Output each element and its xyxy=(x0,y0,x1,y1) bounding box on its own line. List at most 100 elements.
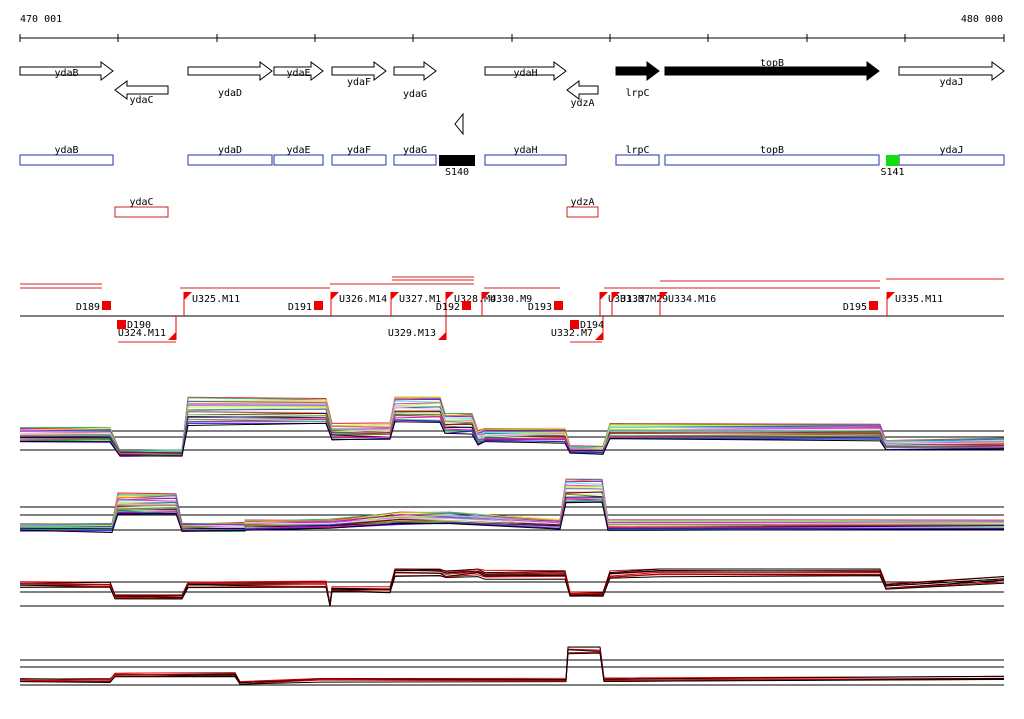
feature-S141: S141 xyxy=(880,155,905,178)
marker-label: U329.M13 xyxy=(388,328,436,339)
gene-label: ydaH xyxy=(513,68,537,79)
segment-box xyxy=(664,154,880,166)
marker-D190: D190 xyxy=(117,320,151,331)
axis-ticks xyxy=(19,34,1005,42)
marker-flag xyxy=(482,292,490,300)
feature-label: S140 xyxy=(445,167,469,178)
marker-label: U334.M16 xyxy=(668,294,716,305)
gene-ydzA: ydzA xyxy=(566,80,599,109)
gene-label: ydzA xyxy=(570,98,594,109)
gene-label: ydaJ xyxy=(939,77,963,88)
marker-U333.M29: U333.M29 xyxy=(611,292,668,316)
gene-ydaC: ydaC xyxy=(114,80,169,106)
gene-track: ydaB ydaC ydaD ydaE ydaF ydaG ydaH ydzA lrpC topB… xyxy=(19,58,1005,109)
marker-D189: D189 xyxy=(76,301,111,313)
marker-D193: D193 xyxy=(528,301,563,313)
marker-square xyxy=(869,301,878,310)
feature-S140: S140 xyxy=(439,155,475,178)
gene-lrpC: lrpC xyxy=(615,61,660,99)
marker-square xyxy=(117,320,126,329)
segment-label: ydaJ xyxy=(939,145,963,156)
marker-U330.M9: U330.M9 xyxy=(481,292,532,316)
marker-square xyxy=(570,320,579,329)
segment-box xyxy=(615,154,660,166)
marker-U331.M7: U331.M7 xyxy=(599,292,650,316)
feature-box xyxy=(439,155,475,166)
segment-lrpC: lrpC xyxy=(615,145,660,166)
marker-label: U332.M7 xyxy=(551,328,593,339)
segment-ydaC: ydaC xyxy=(114,197,169,218)
segment-label: topB xyxy=(760,145,784,156)
marker-flag xyxy=(612,292,620,300)
marker-label: U327.M1 xyxy=(399,294,441,305)
profile-line xyxy=(19,646,1005,684)
marker-flag xyxy=(391,292,399,300)
coordinate-end-label: 480 000 xyxy=(961,14,1003,25)
profile-line xyxy=(19,575,1005,607)
gene-arrow-icon xyxy=(331,61,387,81)
segment-box xyxy=(484,154,567,166)
marker-label: U328.M4 xyxy=(454,294,496,305)
profile-track-1 xyxy=(19,396,1005,457)
segment-track: ydaB ydaD ydaE ydaF ydaG ydaH lrpC topB ydaJ ydaC… xyxy=(19,145,1005,218)
marker-flag xyxy=(184,292,192,300)
gene-label: ydaF xyxy=(347,77,371,88)
segment-ydaE: ydaE xyxy=(273,145,324,166)
marker-label: U324.M11 xyxy=(118,328,166,339)
segment-label: ydaG xyxy=(403,145,427,156)
segment-box xyxy=(187,154,273,166)
gene-label: ydaG xyxy=(403,89,427,100)
profile-track-4 xyxy=(19,646,1005,686)
gene-arrow-icon xyxy=(19,61,114,81)
marker-label: U326.M14 xyxy=(339,294,387,305)
marker-U324.M11: U324.M11 xyxy=(118,316,177,340)
marker-label: D194 xyxy=(580,320,604,331)
segment-topB: topB xyxy=(664,145,880,166)
marker-square xyxy=(554,301,563,310)
marker-U325.M11: U325.M11 xyxy=(183,292,240,316)
gene-ydaJ: ydaJ xyxy=(898,61,1005,88)
gene-ydaB: ydaB xyxy=(19,61,114,81)
marker-flag xyxy=(168,332,176,340)
gene-arrow-icon xyxy=(664,61,880,81)
gene-ydaH: ydaH xyxy=(484,61,567,81)
marker-label: U330.M9 xyxy=(490,294,532,305)
segment-ydaD: ydaD xyxy=(187,145,273,166)
segment-box xyxy=(19,154,114,166)
gene-arrow-icon xyxy=(566,80,599,100)
marker-label: D195 xyxy=(843,302,867,313)
marker-U334.M16: U334.M16 xyxy=(659,292,716,316)
profile-track-2 xyxy=(19,478,1005,534)
profile-line xyxy=(19,415,1005,455)
segment-label: ydaB xyxy=(54,145,78,156)
segment-box xyxy=(273,154,324,166)
marker-D195: D195 xyxy=(843,301,878,313)
segment-box xyxy=(566,206,599,218)
marker-label: U331.M7 xyxy=(608,294,650,305)
marker-label: D190 xyxy=(127,320,151,331)
gene-arrow-icon xyxy=(484,61,567,81)
marker-flag xyxy=(438,332,446,340)
gene-label: ydaD xyxy=(218,88,242,99)
marker-D192: D192 xyxy=(436,301,471,313)
profile-line xyxy=(19,484,1005,527)
feature-track: S140 S141 xyxy=(439,155,905,178)
gene-arrow-icon xyxy=(393,61,437,81)
segment-box xyxy=(393,154,437,166)
marker-U328.M4: U328.M4 xyxy=(445,292,496,316)
gene-label: ydaE xyxy=(286,68,310,79)
segment-label: ydaF xyxy=(347,145,371,156)
segment-label: ydzA xyxy=(570,197,594,208)
segment-box xyxy=(898,154,1005,166)
coordinate-start-label: 470 001 xyxy=(20,14,62,25)
gene-arrow-icon xyxy=(114,80,169,100)
segment-ydaF: ydaF xyxy=(331,145,387,166)
marker-square xyxy=(462,301,471,310)
marker-U335.M11: U335.M11 xyxy=(886,292,943,316)
profile-line xyxy=(19,501,1005,534)
marker-flag xyxy=(660,292,668,300)
feature-box xyxy=(886,155,899,166)
segment-label: ydaD xyxy=(218,145,242,156)
marker-U326.M14: U326.M14 xyxy=(330,292,387,316)
